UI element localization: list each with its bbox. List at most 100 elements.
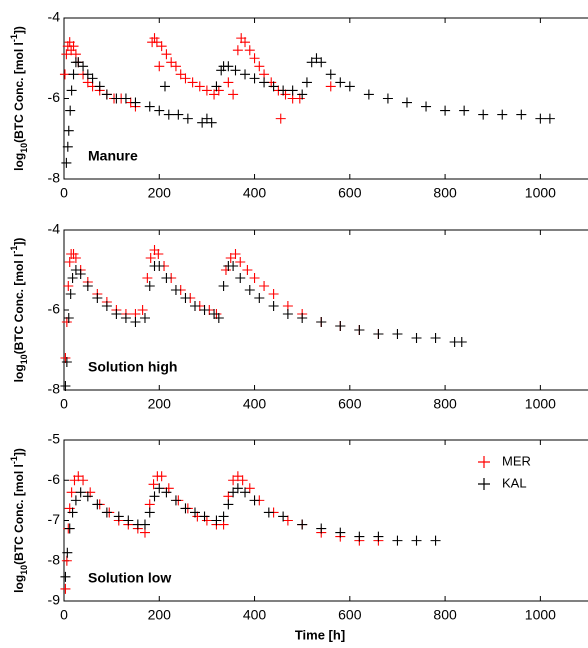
marker	[64, 257, 75, 267]
marker	[60, 583, 71, 594]
marker	[459, 105, 470, 116]
annotation: Manure	[88, 148, 138, 164]
marker	[62, 141, 73, 152]
marker	[223, 77, 234, 88]
marker	[187, 77, 198, 88]
marker	[101, 89, 112, 100]
marker	[60, 381, 71, 391]
marker	[67, 273, 78, 283]
x-tick-label: 800	[433, 607, 457, 623]
marker	[65, 105, 76, 116]
marker	[240, 69, 251, 80]
marker	[173, 109, 184, 120]
marker	[363, 89, 374, 100]
marker	[249, 273, 260, 283]
marker	[144, 507, 155, 518]
marker	[216, 65, 227, 76]
marker	[316, 317, 327, 327]
marker	[456, 337, 467, 347]
marker	[82, 69, 93, 80]
marker	[161, 49, 172, 60]
y-axis-label-part: log	[12, 153, 26, 171]
annotation: Solution low	[88, 570, 171, 586]
marker	[163, 483, 174, 494]
marker	[94, 81, 105, 92]
marker	[392, 329, 403, 339]
marker	[85, 487, 96, 498]
marker	[144, 281, 155, 291]
marker	[180, 293, 191, 303]
x-tick-label: 400	[243, 185, 267, 201]
marker	[497, 109, 508, 120]
marker	[67, 507, 78, 518]
marker	[280, 89, 291, 100]
marker	[373, 531, 384, 542]
marker	[190, 507, 200, 518]
marker	[68, 249, 79, 259]
marker	[392, 535, 403, 546]
x-tick-label: 400	[243, 396, 267, 412]
marker	[145, 253, 156, 263]
marker	[237, 475, 248, 486]
marker	[130, 97, 141, 108]
x-tick-label: 0	[60, 396, 68, 412]
y-tick-label: -8	[48, 170, 61, 186]
marker	[228, 261, 239, 271]
marker	[430, 535, 441, 546]
marker	[65, 289, 76, 299]
legend-marker	[478, 478, 490, 490]
marker	[213, 313, 224, 323]
marker	[113, 511, 124, 522]
x-tick-label: 1000	[525, 607, 556, 623]
marker	[156, 471, 167, 482]
marker	[111, 309, 122, 319]
marker	[516, 109, 527, 120]
marker	[218, 281, 229, 291]
marker	[190, 301, 200, 311]
marker	[101, 301, 112, 311]
marker	[335, 527, 346, 538]
y-axis-label-part: log	[12, 364, 26, 382]
y-axis-label-part: 10	[19, 354, 29, 364]
marker	[111, 93, 122, 104]
legend-label: KAL	[502, 475, 527, 490]
marker	[278, 511, 289, 522]
marker	[244, 285, 255, 295]
marker	[306, 57, 317, 68]
x-tick-label: 200	[148, 607, 172, 623]
marker	[421, 101, 432, 112]
x-tick-label: 600	[338, 607, 362, 623]
marker	[182, 113, 193, 124]
y-tick-label: -9	[48, 592, 61, 608]
y-axis-label: log10(BTC Conc. [mol l-1])	[9, 448, 29, 593]
marker	[66, 85, 77, 96]
marker	[63, 125, 74, 136]
marker	[311, 53, 322, 64]
marker	[73, 57, 84, 68]
marker	[63, 313, 74, 323]
marker	[101, 507, 112, 518]
x-tick-label: 200	[148, 396, 172, 412]
x-tick-label: 0	[60, 607, 68, 623]
x-tick-label: 1000	[525, 396, 556, 412]
marker	[60, 353, 71, 363]
axes-frame	[63, 17, 588, 180]
y-axis-label-part: (BTC Conc. [mol l	[12, 42, 26, 143]
marker	[199, 511, 210, 522]
marker	[70, 495, 81, 506]
y-axis-label: log10(BTC Conc. [mol l-1])	[9, 26, 29, 171]
y-tick-label: -6	[48, 471, 61, 487]
marker	[301, 77, 312, 88]
marker	[64, 523, 75, 534]
y-axis-label-part: ])	[12, 448, 26, 456]
marker	[175, 69, 186, 80]
marker	[235, 273, 246, 283]
marker	[211, 515, 222, 526]
y-axis-label-part: -1	[9, 246, 19, 254]
marker	[123, 515, 134, 526]
marker	[335, 77, 346, 88]
marker	[194, 81, 205, 92]
marker	[335, 321, 346, 331]
marker	[154, 261, 165, 271]
